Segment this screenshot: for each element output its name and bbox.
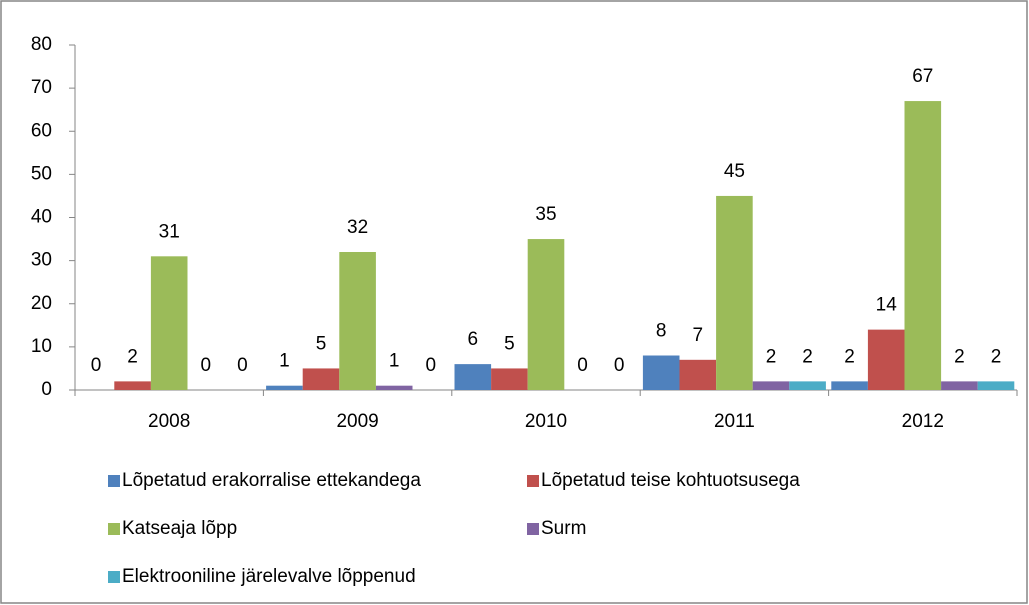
bar xyxy=(375,385,413,390)
bar xyxy=(977,381,1015,390)
data-label: 5 xyxy=(316,333,327,354)
y-tick-label: 10 xyxy=(31,336,52,357)
bar xyxy=(339,252,376,390)
bar xyxy=(491,368,528,390)
legend-label: Katseaja lõpp xyxy=(122,518,237,539)
data-label: 0 xyxy=(614,355,625,376)
data-label: 0 xyxy=(426,355,437,376)
legend-swatch xyxy=(108,475,120,487)
data-label: 2 xyxy=(766,346,777,367)
y-tick-label: 30 xyxy=(31,250,52,271)
data-label: 2 xyxy=(991,346,1002,367)
x-tick-label: 2010 xyxy=(525,411,567,432)
bar xyxy=(150,256,188,390)
data-label: 6 xyxy=(468,329,479,350)
data-label: 0 xyxy=(237,355,248,376)
legend-label: Lõpetatud teise kohtuotsusega xyxy=(541,470,800,491)
y-tick-label: 60 xyxy=(31,120,52,141)
legend-label: Surm xyxy=(541,518,586,539)
data-label: 31 xyxy=(159,221,180,242)
data-label: 8 xyxy=(656,321,667,342)
data-label: 14 xyxy=(876,295,898,316)
data-label: 1 xyxy=(389,351,400,372)
data-label: 2 xyxy=(844,346,855,367)
y-tick-label: 70 xyxy=(31,77,52,98)
data-label: 45 xyxy=(724,161,745,182)
legend-label: Lõpetatud erakorralise ettekandega xyxy=(122,470,421,491)
bar xyxy=(867,329,905,390)
data-label: 0 xyxy=(577,355,588,376)
data-label: 0 xyxy=(201,355,212,376)
bar xyxy=(716,195,753,390)
y-tick-label: 40 xyxy=(31,207,52,228)
y-tick-label: 20 xyxy=(31,293,52,314)
bar xyxy=(752,381,790,390)
bar xyxy=(302,368,340,390)
bar xyxy=(642,355,680,390)
data-label: 2 xyxy=(954,346,965,367)
y-tick-label: 0 xyxy=(41,379,52,400)
bar xyxy=(114,381,151,390)
bar xyxy=(789,381,826,390)
data-label: 5 xyxy=(504,333,515,354)
bar xyxy=(266,385,303,390)
y-tick-label: 50 xyxy=(31,163,52,184)
bar xyxy=(831,381,868,390)
data-label: 1 xyxy=(279,351,290,372)
legend-swatch xyxy=(108,571,120,583)
bar xyxy=(527,239,565,390)
bar xyxy=(454,364,492,390)
data-label: 32 xyxy=(347,217,368,238)
legend-swatch xyxy=(527,523,539,535)
data-label: 7 xyxy=(693,325,704,346)
x-tick-label: 2009 xyxy=(336,411,378,432)
bar xyxy=(679,359,717,390)
bar xyxy=(941,381,978,390)
data-label: 2 xyxy=(802,346,813,367)
data-label: 2 xyxy=(127,346,138,367)
data-label: 67 xyxy=(912,66,933,87)
bar xyxy=(904,101,942,390)
x-tick-label: 2008 xyxy=(148,411,190,432)
legend-label: Elektrooniline järelevalve lõppenud xyxy=(122,566,416,587)
data-label: 0 xyxy=(91,355,102,376)
legend-swatch xyxy=(108,523,120,535)
y-tick-label: 80 xyxy=(31,34,52,55)
data-label: 35 xyxy=(535,204,556,225)
x-tick-label: 2011 xyxy=(714,411,755,432)
x-tick-label: 2012 xyxy=(902,411,944,432)
legend-swatch xyxy=(527,475,539,487)
